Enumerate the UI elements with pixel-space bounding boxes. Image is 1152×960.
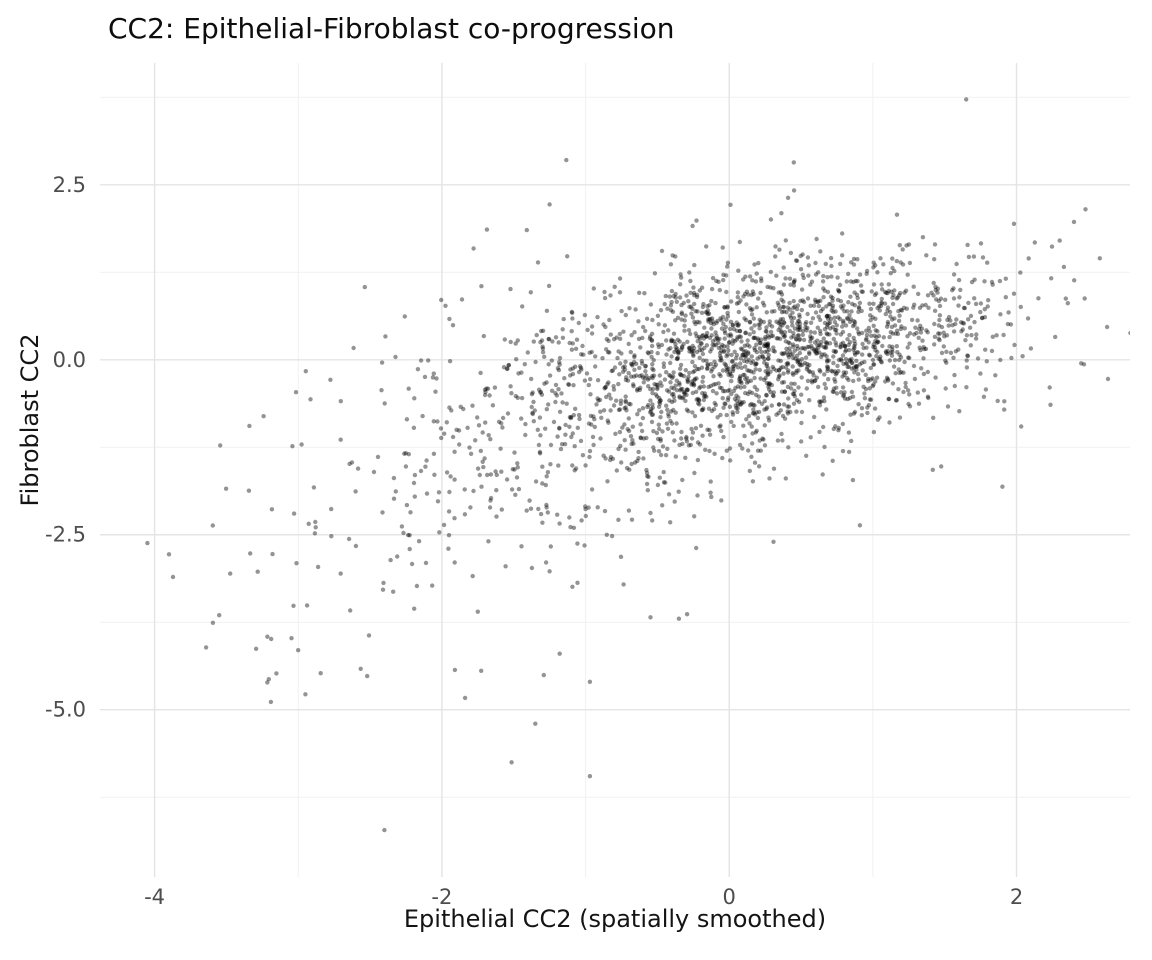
x-axis-title: Epithelial CC2 (spatially smoothed) (403, 905, 827, 933)
grid-minor (100, 63, 1130, 877)
grid-major (100, 63, 1130, 877)
svg-text:2.5: 2.5 (53, 173, 86, 197)
svg-text:0: 0 (723, 885, 736, 909)
svg-text:2: 2 (1010, 885, 1023, 909)
chart-title: CC2: Epithelial-Fibroblast co-progressio… (108, 12, 675, 45)
plot-panel (100, 63, 1130, 877)
y-tick-labels: 2.5 0.0 -2.5 -5.0 (45, 173, 86, 722)
svg-text:-5.0: -5.0 (45, 698, 86, 722)
svg-text:-4: -4 (144, 885, 165, 909)
y-axis-title: Fibroblast CC2 (16, 333, 44, 507)
svg-text:-2: -2 (431, 885, 452, 909)
svg-text:0.0: 0.0 (53, 348, 86, 372)
x-tick-labels: -4 -2 0 2 (144, 885, 1023, 909)
points-layer (145, 97, 1130, 833)
svg-text:-2.5: -2.5 (45, 523, 86, 547)
